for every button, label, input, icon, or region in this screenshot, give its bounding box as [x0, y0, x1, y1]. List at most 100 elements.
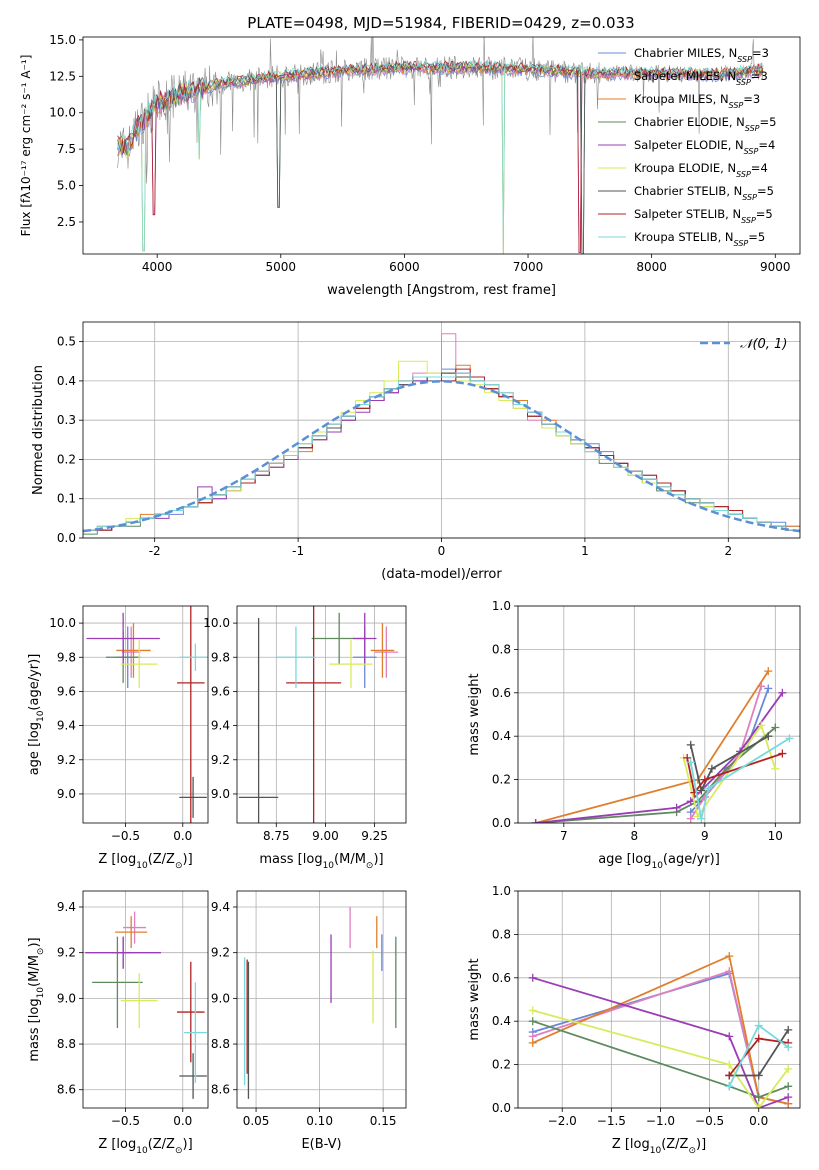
weight-marker	[531, 819, 540, 823]
x-tick-label: 8000	[636, 260, 667, 274]
x-axis-label-sub: 10	[323, 861, 335, 871]
y-tick-label: 0.5	[57, 335, 76, 349]
legend-entry: 𝒩(0, 1)	[740, 337, 787, 352]
y-tick-label: 0.1	[57, 492, 76, 506]
legend-text: Kroupa ELODIE, N	[634, 161, 736, 175]
y-axis-label-pre: age [log	[27, 722, 42, 775]
x-tick-label: 0	[438, 544, 446, 558]
y-axis-label-post: (M/M	[27, 955, 42, 987]
y-axis-label-pre: mass [log	[27, 998, 42, 1061]
error-bar	[374, 626, 399, 678]
y-tick-label: 0.2	[492, 1058, 511, 1072]
plot-area	[83, 333, 800, 538]
legend-sub: SSP	[745, 124, 760, 133]
x-axis-label: (data-model)/error	[381, 567, 502, 582]
axes-frame	[236, 890, 407, 1109]
model-spectrum	[117, 60, 763, 254]
y-tick-label: 8.6	[57, 1083, 76, 1097]
x-axis-label: Z [log10(Z/Z⊙)]	[612, 1137, 706, 1156]
y-tick-label: 8.8	[211, 1037, 230, 1051]
x-axis-label-end: )]	[183, 1137, 193, 1152]
y-tick-label: 12.5	[49, 69, 76, 83]
weight-marker	[686, 814, 695, 823]
y-tick-label: 0.0	[492, 816, 511, 830]
weight-marker	[697, 786, 706, 795]
x-axis-label-post: (Z/Z	[148, 1137, 175, 1152]
x-axis-label-sym: ⊙	[688, 1146, 696, 1156]
legend-text: Chabrier ELODIE, N	[634, 115, 745, 129]
x-axis-label-sub: 10	[650, 1146, 662, 1156]
x-tick-label: 9.00	[312, 829, 339, 843]
error-bar	[123, 911, 147, 944]
x-tick-label: −0.5	[695, 1114, 724, 1128]
legend-n: 3	[760, 69, 767, 83]
plot-area	[117, 37, 764, 254]
y-tick-label: 10.0	[49, 106, 76, 120]
x-axis-label-pre: Z [log	[98, 852, 136, 867]
axes: -2 -1 0 1 2 0.0 0.1 0.2 0.3 0.4 0.5	[57, 335, 732, 558]
y-tick-label: 8.6	[211, 1083, 230, 1097]
x-tick-label: -1	[292, 544, 304, 558]
legend-sub: SSP	[744, 147, 759, 156]
legend-entry: Chabrier ELODIE, NSSP=5	[634, 115, 776, 133]
error-bar	[179, 1053, 207, 1099]
axes: 8.75 9.00 9.25 9.0 9.2 9.4 9.6 9.8 10.0	[203, 616, 388, 843]
x-tick-label: 9.25	[361, 829, 388, 843]
x-tick-label: 0.05	[243, 1114, 270, 1128]
axes-frame	[82, 36, 801, 255]
x-tick-label: −0.5	[111, 829, 140, 843]
legend-entry: Salpeter ELODIE, NSSP=4	[634, 138, 775, 156]
y-tick-label: 9.2	[57, 946, 76, 960]
x-tick-label: −1.5	[597, 1114, 626, 1128]
y-tick-label: 9.8	[211, 650, 230, 664]
x-axis-label-pre: age [log	[598, 852, 651, 867]
x-tick-label: −1.0	[646, 1114, 675, 1128]
x-axis-label-sym: ⊙	[175, 1146, 183, 1156]
x-tick-label: 9000	[760, 260, 791, 274]
error-bar	[120, 973, 158, 1029]
x-axis-label-pre: mass [log	[259, 852, 322, 867]
y-axis-label-end: )]	[27, 937, 42, 947]
weight-marker	[754, 1093, 763, 1102]
error-bar	[121, 626, 141, 678]
y-tick-label: 9.2	[57, 753, 76, 767]
y-tick-label: 9.2	[211, 753, 230, 767]
weight-marker	[686, 740, 695, 749]
legend-entry: Salpeter STELIB, NSSP=5	[634, 207, 773, 225]
error-bar	[177, 606, 205, 823]
axes-frame	[82, 605, 209, 824]
x-tick-label: 7	[560, 829, 568, 843]
error-bar	[92, 936, 143, 1029]
weight-marker	[784, 1025, 793, 1034]
x-axis-label-end: )]	[183, 852, 193, 867]
x-tick-label: 10	[768, 829, 783, 843]
y-tick-label: 0.4	[492, 1014, 511, 1028]
weight-marker	[704, 784, 713, 793]
error-bar	[238, 617, 279, 823]
error-bar	[116, 623, 151, 678]
weight-marker	[700, 775, 709, 784]
legend-n: 3	[753, 92, 760, 106]
legend-text: Salpeter MILES, N	[634, 69, 736, 83]
weight-marker	[784, 1043, 793, 1052]
weight-marker	[764, 732, 773, 741]
weight-marker	[754, 1071, 763, 1080]
mass-vs-metallicity-panel: −0.5 0.08.68.89.09.29.4Z [log10(Z/Z⊙)]mas…	[27, 890, 209, 1156]
x-tick-label: 6000	[389, 260, 420, 274]
model-spectrum	[117, 61, 764, 254]
weight-marker	[764, 667, 773, 676]
weight-line	[532, 954, 789, 1105]
plot-area	[86, 606, 208, 823]
legend-entry: Kroupa STELIB, NSSP=5	[634, 230, 765, 248]
legend-eq: =	[748, 230, 758, 244]
x-tick-label: 5000	[266, 260, 297, 274]
weight-line	[535, 670, 770, 823]
x-tick-label: 2	[724, 544, 732, 558]
legend-sub: SSP	[741, 216, 756, 225]
y-tick-label: 9.0	[57, 787, 76, 801]
y-tick-label: 9.6	[57, 684, 76, 698]
legend-n: 3	[762, 46, 769, 60]
weight-marker	[771, 764, 780, 773]
weight-marker	[778, 749, 787, 758]
